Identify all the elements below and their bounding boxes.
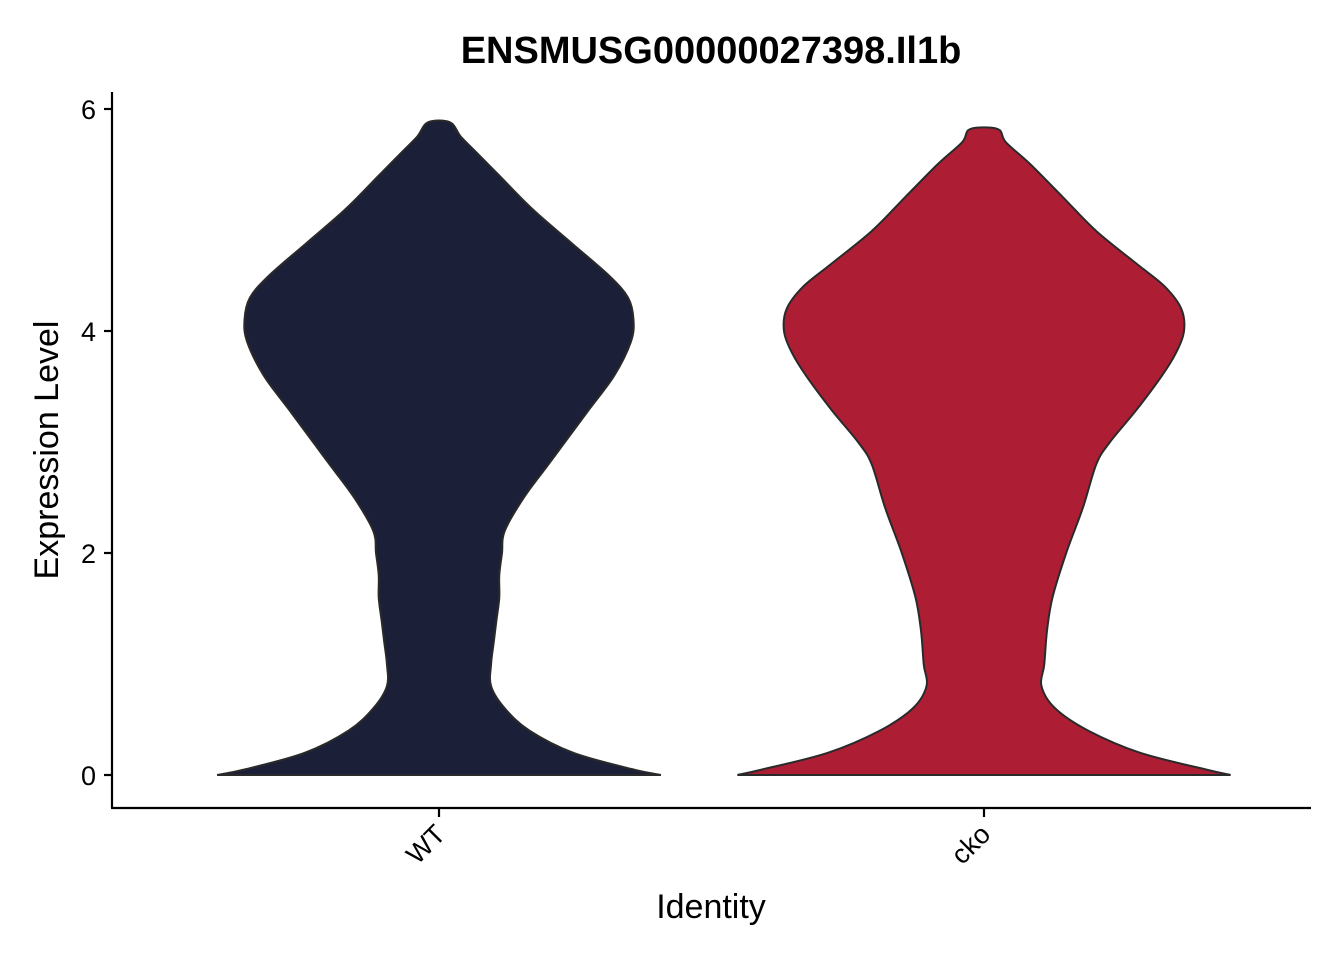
x-axis-title: Identity [656, 888, 766, 926]
y-tick-label: 0 [81, 761, 96, 791]
y-axis-title: Expression Level [28, 321, 66, 580]
violin-cko [737, 126, 1231, 776]
violin-wt [216, 119, 662, 776]
x-tick-label-wt: WT [400, 819, 451, 870]
chart-title: ENSMUSG00000027398.Il1b [461, 30, 962, 72]
y-tick-label: 4 [81, 317, 96, 347]
violin-layer [216, 119, 1231, 776]
y-tick-label: 6 [81, 95, 96, 125]
y-tick-label: 2 [81, 539, 96, 569]
y-axis-ticks: 0 2 4 6 [81, 95, 112, 791]
x-axis-ticks: WT cko [400, 808, 996, 870]
x-tick-label-cko: cko [945, 819, 996, 870]
